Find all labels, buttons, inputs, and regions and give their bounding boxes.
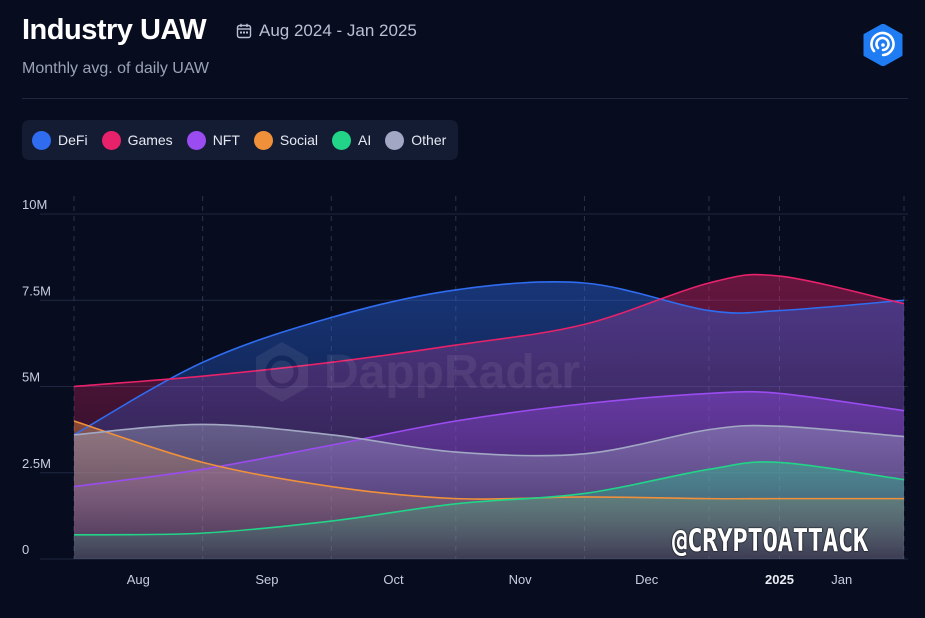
y-tick-label: 7.5M: [22, 283, 51, 298]
y-tick-label: 0: [22, 542, 29, 557]
date-range-label: Aug 2024 - Jan 2025: [259, 21, 417, 40]
x-tick-label: Dec: [635, 572, 659, 587]
line-ai: [73, 461, 905, 536]
credit-watermark: @CRYPTOATTACK: [672, 523, 868, 559]
x-tick-label: Aug: [127, 572, 150, 587]
legend-item-games[interactable]: Games: [101, 130, 173, 150]
chart-axes: 0 2.5M 5M 7.5M 10M Aug Sep Oct Nov Dec 2025 Jan: [22, 197, 852, 587]
y-tick-label: 10M: [22, 197, 47, 212]
header-divider: [22, 98, 908, 99]
legend-label: Other: [411, 132, 447, 148]
y-tick-label: 5M: [22, 370, 40, 385]
x-tick-label: Nov: [509, 572, 533, 587]
legend-item-ai[interactable]: AI: [332, 130, 372, 150]
line-nft: [73, 390, 905, 488]
page-subtitle: Monthly avg. of daily UAW: [22, 60, 210, 77]
legend-label: Social: [279, 132, 319, 148]
legend-item-other[interactable]: Other: [385, 130, 447, 150]
legend-swatch: [253, 130, 273, 150]
x-tick-label: 2025: [765, 572, 794, 587]
line-defi: [73, 281, 905, 436]
chart-lines: [73, 273, 905, 536]
legend-label: AI: [358, 132, 372, 148]
page-title: Industry UAW: [22, 14, 207, 46]
y-tick-label: 2.5M: [22, 456, 51, 471]
x-tick-label: Jan: [831, 572, 852, 587]
x-tick-label: Sep: [255, 572, 278, 587]
legend-swatch: [186, 130, 206, 150]
area-ai: [74, 461, 904, 559]
legend-swatch: [332, 130, 352, 150]
legend-label: Games: [127, 132, 173, 148]
date-range-selector[interactable]: Aug 2024 - Jan 2025: [236, 21, 417, 41]
legend-swatch: [385, 130, 405, 150]
line-social: [73, 420, 904, 500]
x-tick-label: Oct: [383, 572, 404, 587]
dappradar-logo-icon[interactable]: [861, 24, 905, 66]
legend-swatch: [32, 130, 51, 150]
chart-areas: [74, 274, 904, 559]
chart-legend: DeFi Games NFT Social AI Other: [22, 120, 459, 160]
legend-item-nft[interactable]: NFT: [186, 130, 240, 150]
legend-label: DeFi: [58, 132, 88, 148]
calendar-icon: [236, 23, 252, 39]
line-games: [73, 273, 905, 388]
legend-item-defi[interactable]: DeFi: [32, 130, 88, 150]
legend-label: NFT: [212, 132, 240, 148]
line-other: [73, 423, 905, 457]
legend-item-social[interactable]: Social: [253, 130, 319, 150]
legend-swatch: [101, 130, 121, 150]
